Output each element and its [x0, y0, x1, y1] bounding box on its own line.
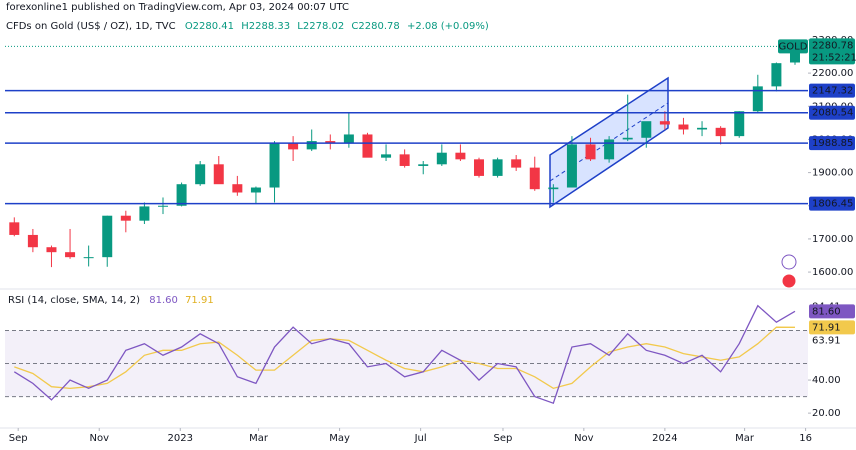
y-tick-label: 1700.00 [812, 234, 853, 245]
last-price-box [809, 38, 855, 65]
candle-body [548, 187, 559, 190]
candle-body [622, 137, 633, 140]
published-note: forexonline1 published on TradingView.co… [6, 2, 349, 13]
candle-body [511, 159, 522, 168]
candle-body [139, 206, 150, 221]
flag-icon[interactable] [781, 273, 797, 289]
x-tick-label: 16 [799, 433, 812, 444]
sma-value: 71.91 [185, 295, 214, 306]
candle-body [678, 124, 689, 130]
level-label: 2147.32 [812, 86, 853, 97]
scale-label: 63.91 [812, 336, 841, 347]
series-last-label: 81.60 [812, 306, 841, 317]
candle-body [789, 46, 800, 63]
x-tick-label: Nov [574, 433, 594, 444]
candle-body [362, 134, 373, 158]
candle-body [325, 141, 336, 143]
change-label: +2.08 (+0.09%) [407, 21, 489, 32]
x-tick-label: Jul [414, 433, 427, 444]
candle-body [641, 121, 652, 138]
x-tick-label: May [329, 433, 350, 444]
price-legend: CFDs on Gold (US$ / OZ), 1D, TVC O2280.4… [6, 21, 489, 32]
candle-body [529, 167, 540, 190]
rsi-title: RSI (14, close, SMA, 14, 2) [8, 295, 140, 306]
candle-body [418, 164, 429, 166]
series-last-label-box [809, 304, 855, 319]
candle-body [492, 159, 503, 176]
candle-body [269, 142, 280, 188]
countdown: 21:52:21 [812, 52, 856, 63]
close-label: C2280.78 [351, 21, 399, 32]
symbol-title: CFDs on Gold (US$ / OZ), 1D, TVC [6, 21, 176, 32]
candle-body [46, 247, 57, 253]
x-tick-label: Mar [735, 433, 755, 444]
candle-body [473, 159, 484, 176]
candle-body [566, 144, 577, 188]
candle-body [250, 187, 261, 193]
level-label-box [809, 83, 855, 98]
candle-body [213, 164, 224, 185]
candle-body [9, 222, 20, 235]
candle-body [752, 86, 763, 112]
candle-body [381, 154, 392, 158]
candle-body [306, 141, 317, 150]
candle-body [697, 127, 708, 130]
level-label-box [809, 196, 855, 211]
series-line [13, 304, 796, 405]
series-line [14, 326, 795, 390]
level-label-box [809, 136, 855, 151]
candle-body [65, 252, 76, 258]
low-label: L2278.02 [297, 21, 344, 32]
symbol-tag-box [778, 39, 808, 54]
x-tick-label: 2024 [652, 433, 677, 444]
high-label: H2288.33 [241, 21, 290, 32]
level-label: 1988.85 [812, 138, 853, 149]
level-label-box [809, 105, 855, 120]
open-label: O2280.41 [185, 21, 234, 32]
y-tick-label: 1600.00 [812, 267, 853, 278]
y-tick-label: 1900.00 [812, 168, 853, 179]
candle-body [715, 127, 726, 137]
level-label: 1806.45 [812, 199, 853, 210]
candle-body [120, 215, 131, 221]
candle-body [102, 215, 113, 258]
y-tick-label: 2200.00 [812, 68, 853, 79]
rsi-legend: RSI (14, close, SMA, 14, 2) 81.60 71.91 [8, 295, 214, 306]
candle-body [734, 111, 745, 137]
candle-body [771, 63, 782, 87]
rsi-value: 81.60 [149, 295, 178, 306]
last-price-label: 2280.78 [812, 40, 853, 51]
candle-body [436, 152, 447, 165]
candle-body [157, 205, 168, 207]
symbol-tag: GOLD [779, 41, 808, 52]
candle-body [399, 154, 410, 166]
candle-body [288, 142, 299, 150]
candle-body [27, 234, 38, 248]
x-tick-label: Nov [89, 433, 109, 444]
x-tick-label: Mar [249, 433, 269, 444]
candle-body [176, 184, 187, 206]
candle-body [659, 121, 670, 125]
series-last-label-box [809, 320, 855, 335]
event-icon[interactable] [781, 254, 797, 270]
candle-body [604, 139, 615, 160]
candle-body [232, 184, 243, 193]
candle-body [83, 257, 94, 259]
y-tick-label: 40.00 [812, 375, 841, 386]
y-tick-label: 20.00 [812, 408, 841, 419]
level-label: 2080.54 [812, 108, 853, 119]
candle-body [195, 164, 206, 185]
x-tick-label: Sep [9, 433, 28, 444]
x-tick-label: 2023 [168, 433, 193, 444]
candle-body [585, 144, 596, 160]
candle-body [343, 134, 354, 143]
candle-body [455, 152, 466, 160]
x-tick-label: Sep [494, 433, 513, 444]
series-last-label: 71.91 [812, 322, 841, 333]
